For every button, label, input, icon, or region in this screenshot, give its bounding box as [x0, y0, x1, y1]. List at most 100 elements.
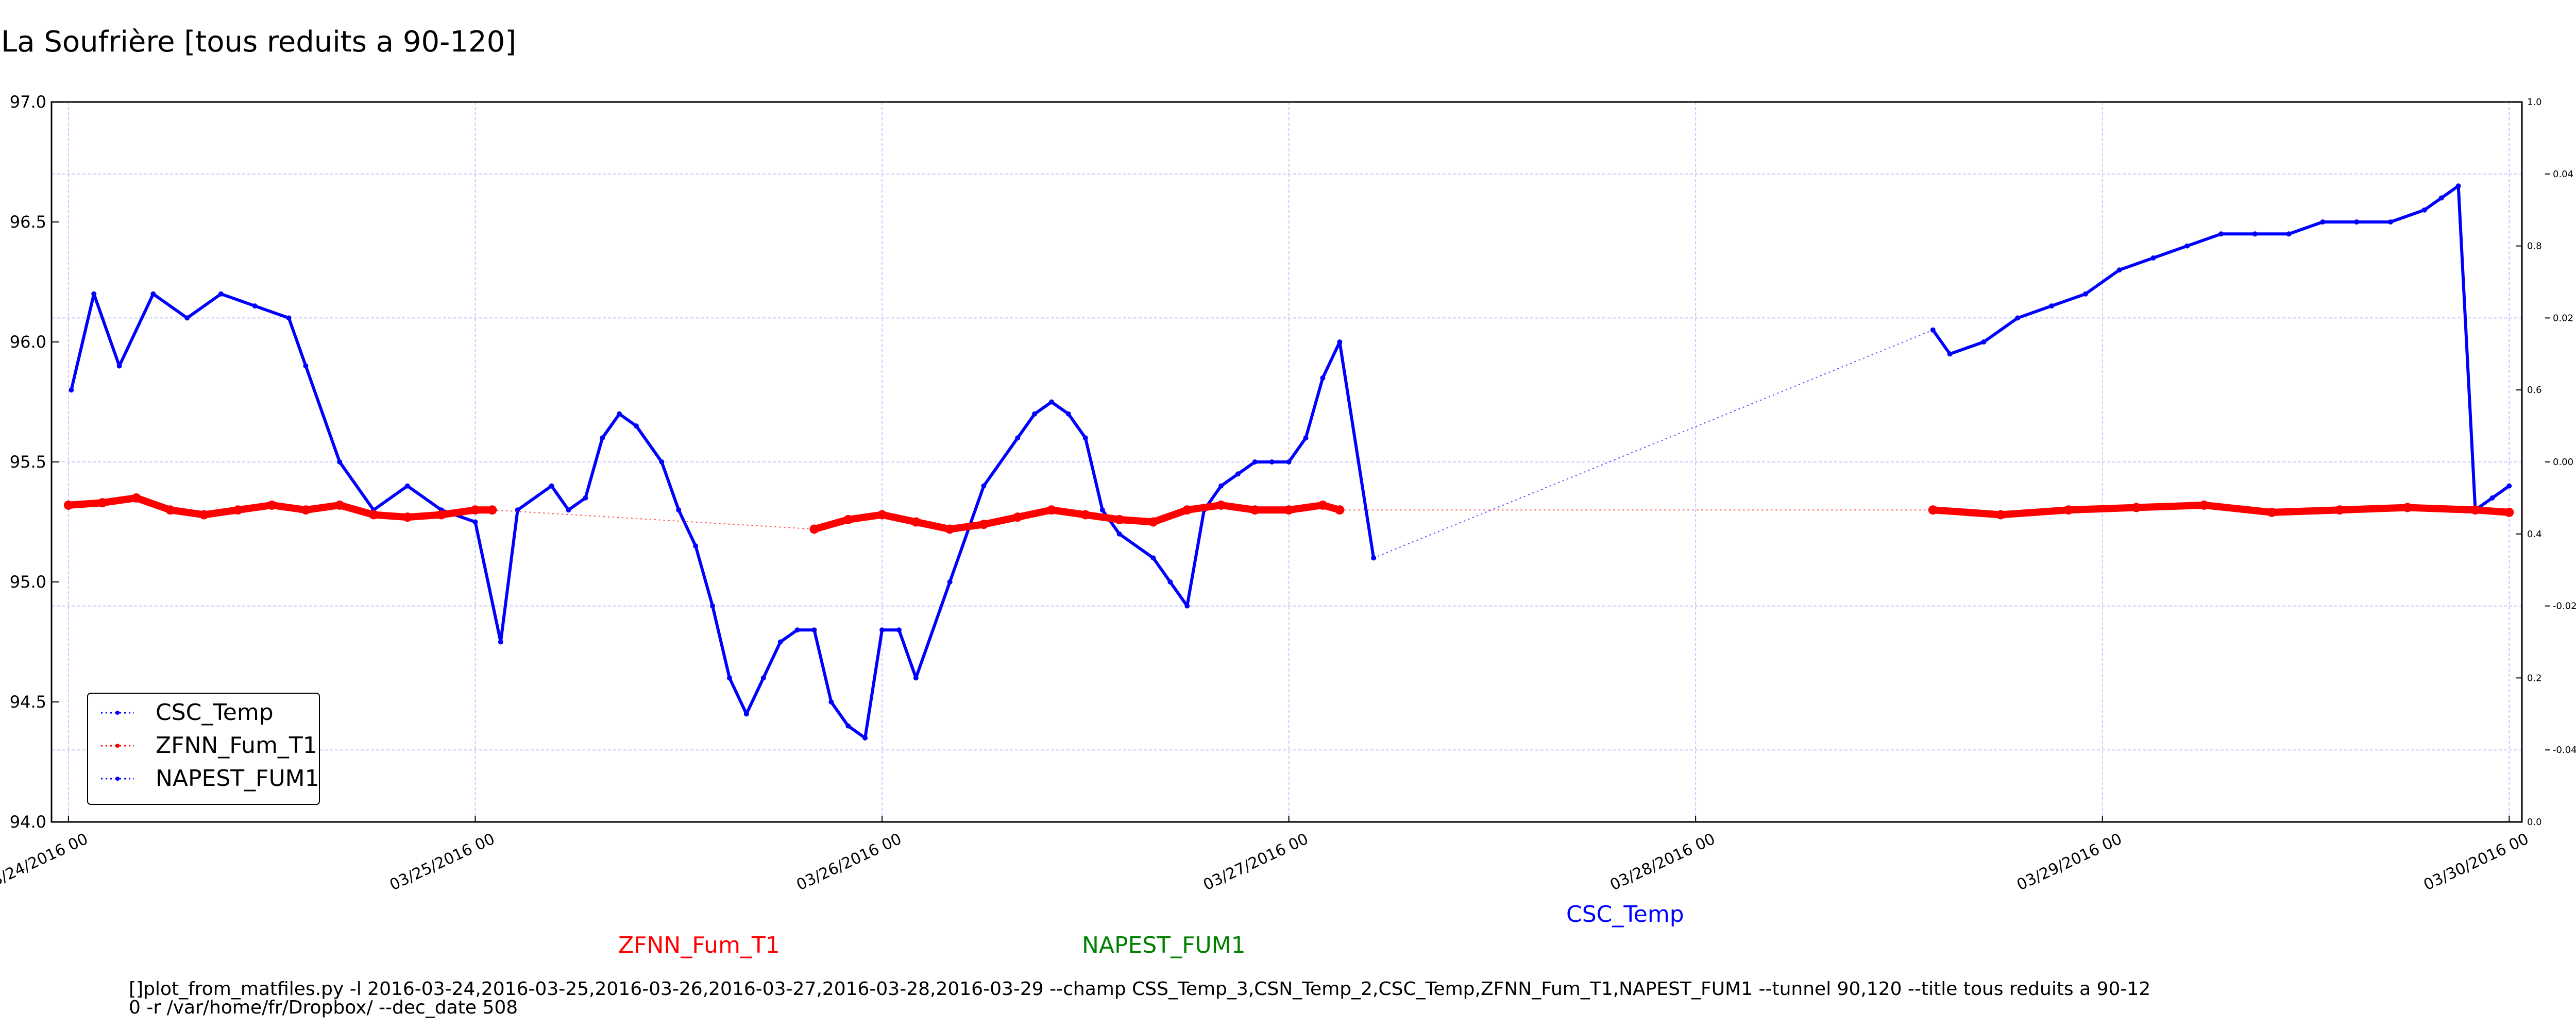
y2-tick-label: 0.6 — [2527, 385, 2542, 396]
data-point-ZFNN_Fum_T1 — [2470, 505, 2480, 515]
data-point-ZFNN_Fum_T1 — [2199, 500, 2209, 510]
data-point-CSC_Temp — [743, 711, 749, 717]
series-line-ZFNN_Fum_T1 — [68, 494, 493, 521]
data-point-CSC_Temp — [617, 411, 622, 417]
series-color-labels: ZFNN_Fum_T1 NAPEST_FUM1 CSC_Temp — [618, 901, 1684, 958]
data-point-ZFNN_Fum_T1 — [402, 512, 412, 522]
data-point-CSC_Temp — [1065, 411, 1071, 417]
data-point-ZFNN_Fum_T1 — [1250, 505, 1260, 515]
data-point-ZFNN_Fum_T1 — [2504, 507, 2514, 517]
data-point-ZFNN_Fum_T1 — [267, 500, 277, 510]
x-tick-label: 03/24/2016 00 — [0, 830, 91, 895]
y3-tick-label: 0.00 — [2553, 457, 2573, 468]
data-point-CSC_Temp — [1167, 579, 1173, 585]
series-line-ZFNN_Fum_T1 — [1933, 501, 2510, 519]
data-point-CSC_Temp — [2489, 495, 2495, 501]
data-point-CSC_Temp — [676, 507, 682, 513]
data-point-ZFNN_Fum_T1 — [233, 505, 243, 515]
data-point-ZFNN_Fum_T1 — [877, 510, 887, 520]
data-point-CSC_Temp — [2252, 231, 2258, 237]
x-tick-label: 03/26/2016 00 — [794, 830, 905, 895]
data-point-CSC_Temp — [896, 627, 902, 633]
data-point-ZFNN_Fum_T1 — [911, 517, 921, 527]
data-point-CSC_Temp — [286, 315, 292, 321]
y2-tick-label: 0.0 — [2527, 817, 2542, 828]
data-point-CSC_Temp — [1082, 435, 1088, 441]
data-point-CSC_Temp — [1116, 531, 1122, 537]
x-tick-label: 03/25/2016 00 — [387, 830, 498, 895]
data-point-ZFNN_Fum_T1 — [1928, 505, 1938, 515]
series-color-label: NAPEST_FUM1 — [1082, 932, 1246, 958]
command-line-2: 0 -r /var/home/fr/Dropbox/ --dec_date 50… — [129, 997, 518, 1018]
data-point-CSC_Temp — [91, 291, 97, 297]
data-point-CSC_Temp — [2082, 291, 2088, 297]
data-point-ZFNN_Fum_T1 — [1216, 500, 1226, 510]
legend-label: ZFNN_Fum_T1 — [156, 732, 317, 759]
data-point-CSC_Temp — [2455, 183, 2461, 189]
data-point-ZFNN_Fum_T1 — [1080, 510, 1090, 520]
x-tick-label: 03/28/2016 00 — [1607, 830, 1718, 895]
data-point-ZFNN_Fum_T1 — [131, 493, 141, 503]
data-point-CSC_Temp — [2320, 219, 2326, 225]
legend-frame — [87, 693, 320, 805]
data-point-CSC_Temp — [1032, 411, 1038, 417]
data-point-ZFNN_Fum_T1 — [809, 524, 819, 534]
data-point-ZFNN_Fum_T1 — [63, 500, 73, 510]
data-point-CSC_Temp — [862, 735, 868, 741]
data-point-CSC_Temp — [913, 675, 919, 681]
data-point-CSC_Temp — [2049, 303, 2055, 309]
data-point-ZFNN_Fum_T1 — [1996, 510, 2006, 520]
plot-area — [63, 183, 2514, 741]
data-point-CSC_Temp — [634, 423, 639, 429]
data-point-CSC_Temp — [981, 483, 987, 489]
data-point-CSC_Temp — [303, 363, 309, 369]
data-point-CSC_Temp — [472, 519, 478, 525]
data-point-CSC_Temp — [2421, 207, 2427, 213]
data-point-CSC_Temp — [1947, 351, 1953, 357]
series-gap-ZFNN_Fum_T1 — [492, 509, 815, 530]
data-point-CSC_Temp — [693, 543, 699, 549]
data-point-CSC_Temp — [116, 363, 122, 369]
data-point-ZFNN_Fum_T1 — [1114, 514, 1124, 524]
data-point-CSC_Temp — [2388, 219, 2394, 225]
data-point-CSC_Temp — [498, 639, 503, 645]
data-point-CSC_Temp — [1099, 507, 1105, 513]
series-line-CSC_Temp — [70, 292, 1376, 740]
data-point-CSC_Temp — [2150, 255, 2156, 261]
data-point-CSC_Temp — [845, 723, 851, 729]
y3-tick-label: -0.02 — [2553, 601, 2576, 612]
data-point-ZFNN_Fum_T1 — [470, 505, 480, 515]
x-tick-label: 03/27/2016 00 — [1200, 830, 1311, 895]
data-point-CSC_Temp — [2218, 231, 2224, 237]
y2-tick-label: 0.2 — [2527, 673, 2542, 683]
data-point-ZFNN_Fum_T1 — [2131, 503, 2141, 512]
data-point-CSC_Temp — [811, 627, 817, 633]
data-point-CSC_Temp — [2354, 219, 2360, 225]
data-point-ZFNN_Fum_T1 — [1284, 505, 1294, 515]
data-point-CSC_Temp — [1930, 327, 1936, 333]
legend-marker — [115, 777, 120, 781]
data-point-CSC_Temp — [150, 291, 156, 297]
data-point-CSC_Temp — [947, 579, 953, 585]
data-point-CSC_Temp — [1252, 459, 1258, 465]
data-point-CSC_Temp — [1981, 339, 1987, 345]
data-point-ZFNN_Fum_T1 — [2063, 505, 2073, 515]
data-point-CSC_Temp — [1049, 399, 1055, 405]
command-line-1: []plot_from_matfiles.py -l 2016-03-24,20… — [129, 978, 2150, 1000]
data-point-CSC_Temp — [583, 495, 588, 501]
y-tick-label: 97.0 — [10, 92, 46, 112]
data-point-CSC_Temp — [2506, 483, 2512, 489]
axes: 03/24/2016 00 03/25/2016 00 03/26/2016 00 0… — [0, 92, 2576, 894]
data-point-ZFNN_Fum_T1 — [97, 498, 107, 508]
data-point-CSC_Temp — [828, 699, 834, 705]
series-line-ZFNN_Fum_T1 — [813, 501, 1341, 533]
data-point-CSC_Temp — [1218, 483, 1224, 489]
data-point-CSC_Temp — [218, 291, 224, 297]
data-point-ZFNN_Fum_T1 — [1148, 517, 1158, 527]
x-tick-label: 03/30/2016 00 — [2421, 830, 2532, 895]
data-point-ZFNN_Fum_T1 — [1335, 505, 1345, 515]
data-point-ZFNN_Fum_T1 — [165, 505, 175, 515]
data-point-ZFNN_Fum_T1 — [301, 505, 311, 515]
data-point-CSC_Temp — [1015, 435, 1021, 441]
